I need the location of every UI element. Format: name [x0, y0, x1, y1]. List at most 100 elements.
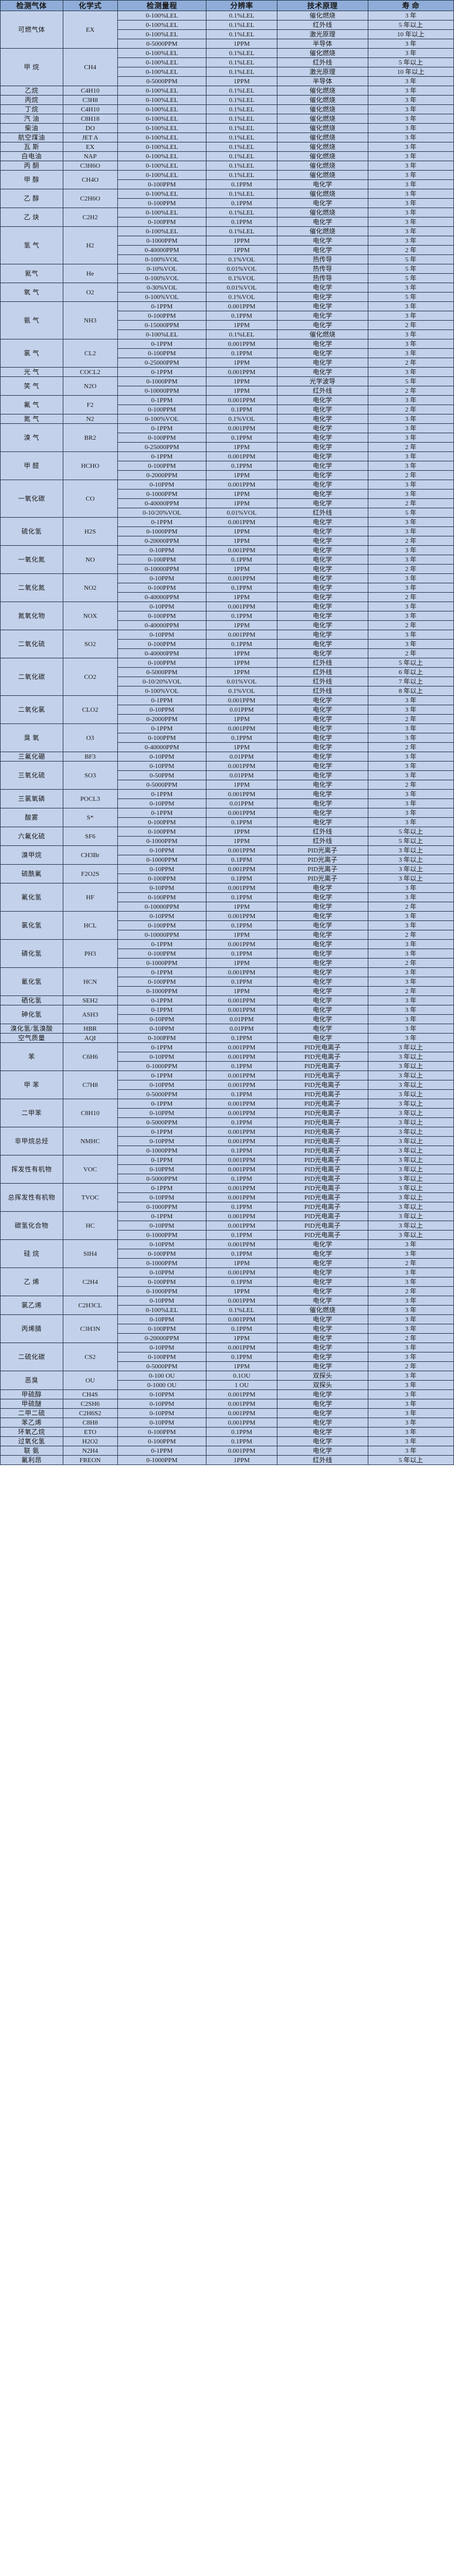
table-row: 过氧化氢 H2O2 0-100PPM 0.1PPM 电化学 3 年 [0, 1436, 454, 1446]
cell-technology: 催化燃烧 [276, 114, 368, 124]
cell-chemical-formula: ASH3 [62, 1005, 118, 1024]
cell-detection-range: 0-10PPM [117, 1389, 207, 1399]
table-row: 一氧化碳 CO 0-10PPM 0.001PPM 电化学 3 年 [0, 480, 454, 518]
cell-lifetime: 3 年 [367, 601, 454, 611]
cell-gas-name: 碳氢化合物 [0, 1211, 63, 1240]
cell-gas-name: 一氧化碳 [0, 480, 63, 518]
cell-chemical-formula: C2H3CL [62, 1296, 118, 1315]
cell-lifetime: 3 年 [367, 1249, 454, 1259]
cell-gas-name: 氯 气 [0, 339, 63, 368]
cell-resolution: 0.1%LEL [206, 67, 277, 77]
cell-detection-range: 0-100 OU [117, 1371, 207, 1381]
cell-lifetime: 3 年 [367, 939, 454, 949]
cell-resolution: 1PPM [206, 564, 277, 574]
cell-resolution: 0.1%LEL [206, 329, 277, 339]
table-row: 0-40000PPM 1PPM 电化学 2 年 [1, 498, 454, 508]
cell-technology: 电化学 [276, 949, 368, 959]
cell-lifetime: 3 年 [367, 283, 454, 293]
cell-chemical-formula: NMHC [62, 1127, 118, 1156]
cell-detection-range: 0-1PPM [117, 1446, 207, 1456]
table-row: 0-50PPM 0.01PPM 电化学 3 年 [1, 770, 454, 780]
cell-technology: 热传导 [276, 273, 368, 283]
cell-technology: 电化学 [276, 592, 368, 602]
cell-resolution: 1PPM [206, 536, 277, 546]
cell-detection-range: 0-10PPM [117, 1014, 207, 1024]
cell-lifetime: 6 年以上 [367, 667, 454, 677]
cell-detection-range: 0-40000PPM [117, 742, 207, 752]
cell-lifetime: 5 年以上 [367, 836, 454, 846]
cell-detection-range: 0-100%LEL [117, 329, 207, 339]
cell-detection-range: 0-1000PPM [117, 1202, 207, 1212]
cell-gas-name: 丙烯腈 [0, 1314, 63, 1343]
cell-lifetime: 3 年 [367, 733, 454, 743]
cell-lifetime: 3 年 [367, 1436, 454, 1446]
cell-resolution: 0.1%LEL [206, 86, 277, 96]
cell-resolution: 0.1PPM [206, 1033, 277, 1043]
cell-detection-range: 0-10/20%VOL [117, 508, 207, 518]
cell-resolution: 0.001PPM [206, 1408, 277, 1418]
cell-lifetime: 3 年 [367, 630, 454, 640]
cell-lifetime: 3 年 [367, 423, 454, 433]
cell-lifetime: 3 年 [367, 555, 454, 565]
cell-chemical-formula: ETO [62, 1427, 118, 1437]
table-row: 0-1000PPM 1PPM 电化学 2 年 [1, 958, 454, 968]
cell-lifetime: 3 年 [367, 723, 454, 733]
cell-resolution: 0.1PPM [206, 1174, 277, 1184]
cell-gas-name: 氯乙烯 [0, 1296, 63, 1315]
table-row: 空气质量 AQI 0-100PPM 0.1PPM 电化学 3 年 [0, 1033, 454, 1043]
table-row: 0-100%LEL 0.1%LEL 红外线 5 年以上 [1, 20, 454, 30]
cell-gas-name: 乙 醇 [0, 189, 63, 208]
cell-lifetime: 3 年 [367, 198, 454, 208]
table-row: 硅 烷 SIH4 0-10PPM 0.001PPM 电化学 3 年 [0, 1239, 454, 1268]
cell-lifetime: 3 年以上 [367, 1211, 454, 1221]
cell-chemical-formula: TVOC [62, 1183, 118, 1212]
cell-resolution: 0.001PPM [206, 480, 277, 490]
cell-lifetime: 3 年以上 [367, 1052, 454, 1062]
table-row: 砷化氢 ASH3 0-1PPM 0.001PPM 电化学 3 年 [0, 1005, 454, 1024]
cell-detection-range: 0-1000PPM [117, 855, 207, 865]
table-row: 三氯氧磷 POCL3 0-1PPM 0.001PPM 电化学 3 年 [0, 789, 454, 808]
cell-resolution: 0.1PPM [206, 874, 277, 883]
cell-gas-name: 氟化氢 [0, 883, 63, 912]
cell-detection-range: 0-1PPM [117, 395, 207, 405]
cell-detection-range: 0-100PPM [117, 348, 207, 358]
column-header-range: 检测量程 [117, 0, 207, 11]
cell-chemical-formula: SO2 [62, 630, 118, 658]
cell-technology: 电化学 [276, 1361, 368, 1371]
cell-lifetime: 2 年 [367, 1361, 454, 1371]
cell-resolution: 1PPM [206, 742, 277, 752]
cell-technology: 电化学 [276, 498, 368, 508]
cell-technology: 电化学 [276, 930, 368, 940]
table-row: 0-100%LEL 0.1%LEL 红外线 5 年以上 [1, 57, 454, 67]
cell-detection-range: 0-40000PPM [117, 245, 207, 255]
cell-resolution: 1PPM [206, 386, 277, 396]
table-row: 氰化氢 HCN 0-1PPM 0.001PPM 电化学 3 年 [0, 967, 454, 996]
cell-resolution: 0.1%LEL [206, 132, 277, 142]
cell-detection-range: 0-100%LEL [117, 142, 207, 152]
cell-lifetime: 3 年 [367, 329, 454, 339]
cell-resolution: 0.1%LEL [206, 226, 277, 236]
cell-technology: PID光电离子 [276, 1052, 368, 1062]
cell-resolution: 0.001PPM [206, 761, 277, 771]
cell-resolution: 0.1PPM [206, 1277, 277, 1287]
cell-detection-range: 0-100PPM [117, 639, 207, 649]
cell-technology: 电化学 [276, 461, 368, 471]
cell-lifetime: 3 年 [367, 142, 454, 152]
cell-detection-range: 0-10PPM [117, 705, 207, 715]
cell-resolution: 0.001PPM [206, 1005, 277, 1015]
cell-detection-range: 0-10PPM [117, 1314, 207, 1324]
cell-detection-range: 0-10PPM [117, 1080, 207, 1090]
cell-resolution: 0.01PPM [206, 705, 277, 715]
table-row: 瓦 斯 EX 0-100%LEL 0.1%LEL 催化燃烧 3 年 [0, 142, 454, 152]
cell-lifetime: 2 年 [367, 405, 454, 414]
cell-resolution: 0.001PPM [206, 1239, 277, 1249]
cell-lifetime: 2 年 [367, 320, 454, 330]
cell-technology: 电化学 [276, 770, 368, 780]
cell-resolution: 1PPM [206, 667, 277, 677]
cell-resolution: 0.1PPM [206, 1427, 277, 1437]
cell-lifetime: 3 年 [367, 395, 454, 405]
cell-resolution: 0.1PPM [206, 179, 277, 189]
cell-resolution: 0.1PPM [206, 311, 277, 321]
cell-gas-name: 氦气 [0, 264, 63, 283]
cell-gas-name: 硫化氢 [0, 517, 63, 546]
